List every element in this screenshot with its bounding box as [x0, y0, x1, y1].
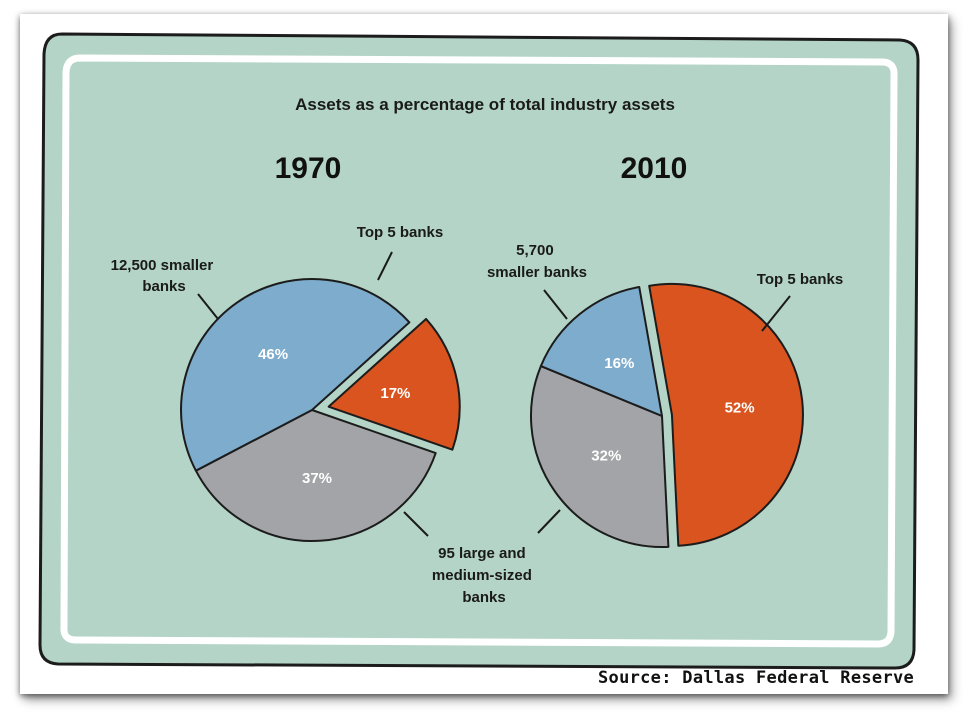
callout-large-medium-line1: 95 large and — [438, 545, 526, 562]
callout-2010-smaller: 5,700 smaller banks — [487, 242, 587, 281]
pie-2010-slice-smaller — [539, 285, 663, 417]
pie-1970-large-medium-value: 37% — [302, 470, 332, 487]
leader-1970-smaller — [197, 293, 219, 320]
pie-2010-smaller-value: 16% — [604, 355, 634, 372]
callout-2010-top5-line1: Top 5 banks — [757, 271, 843, 288]
pie-2010-top5-value: 52% — [725, 399, 755, 416]
source-caption: Source: Dallas Federal Reserve — [598, 668, 915, 688]
callout-2010-top5: Top 5 banks — [757, 271, 843, 288]
callout-large-medium-line3: banks — [462, 589, 505, 606]
pie-2010: 52% 32% 16% — [530, 282, 804, 548]
pie-1970: 17% 37% 46% — [180, 278, 461, 542]
pie-2010-large-medium-value: 32% — [591, 447, 621, 464]
leader-2010-top5 — [761, 295, 791, 332]
leader-1970-large-medium — [403, 511, 429, 537]
panel-inner-border — [60, 54, 898, 648]
pie-2010-slice-large-medium — [530, 365, 670, 548]
chart-title: Assets as a percentage of total industry… — [295, 95, 675, 114]
pie-2010-year-label: 2010 — [621, 152, 688, 185]
callout-2010-smaller-line1: 5,700 — [516, 242, 554, 259]
leader-lines — [197, 251, 791, 537]
callout-large-medium: 95 large and medium-sized banks — [432, 545, 536, 606]
pie-1970-slice-top5 — [327, 317, 461, 451]
pie-2010-slice-top5 — [648, 282, 804, 547]
callout-1970-smaller: 12,500 smaller banks — [111, 257, 218, 295]
leader-1970-top5 — [377, 251, 393, 281]
callout-1970-smaller-line2: banks — [142, 278, 185, 295]
callout-1970-smaller-line1: 12,500 smaller — [111, 257, 214, 274]
callout-2010-smaller-line2: smaller banks — [487, 264, 587, 281]
callout-large-medium-line2: medium-sized — [432, 567, 532, 584]
pie-1970-slice-smaller — [180, 278, 411, 472]
callout-1970-top5: Top 5 banks — [357, 224, 443, 241]
pie-1970-slice-large-medium — [194, 409, 437, 542]
leader-2010-smaller — [543, 289, 568, 320]
callout-1970-top5-line1: Top 5 banks — [357, 224, 443, 241]
pie-1970-smaller-value: 46% — [258, 346, 288, 363]
pie-1970-top5-value: 17% — [380, 385, 410, 402]
leader-2010-large-medium — [537, 509, 561, 534]
pie-1970-year-label: 1970 — [275, 152, 342, 185]
